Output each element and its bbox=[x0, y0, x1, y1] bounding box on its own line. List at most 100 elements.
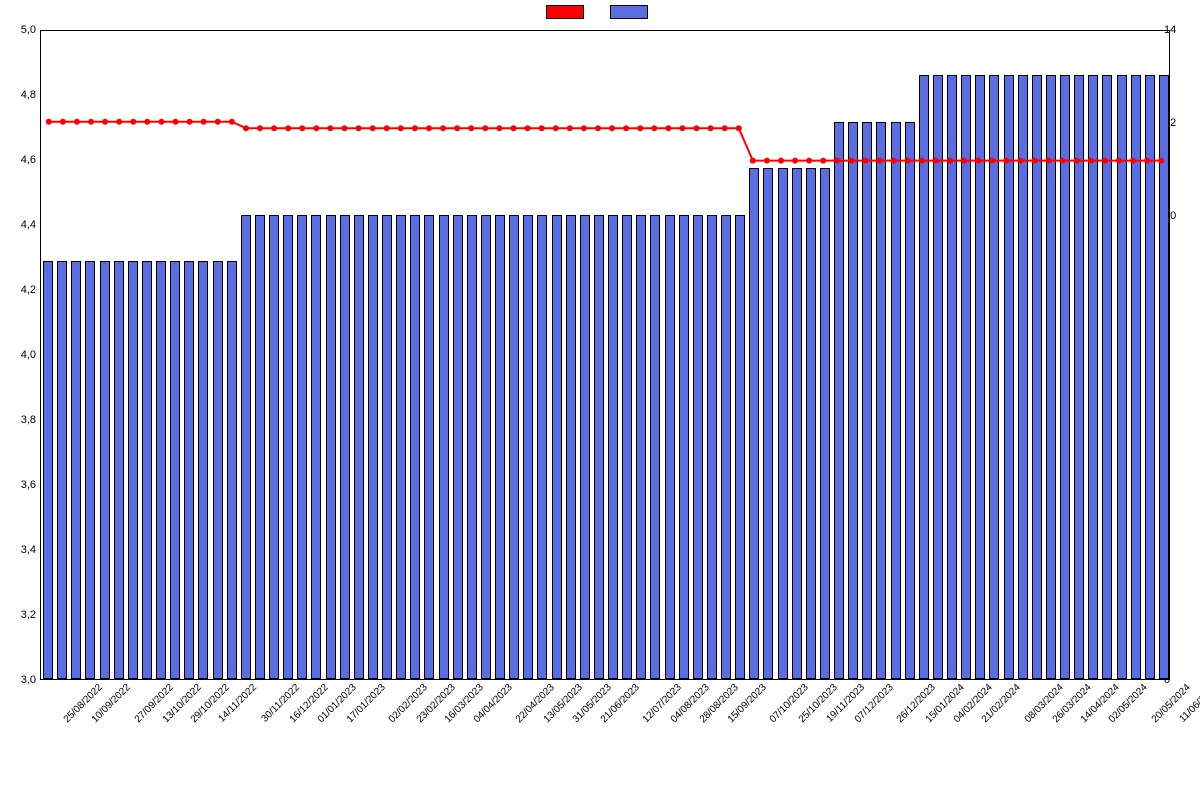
line-marker bbox=[229, 119, 235, 125]
line-marker bbox=[750, 158, 756, 164]
line-marker bbox=[722, 125, 728, 131]
line-marker bbox=[1060, 158, 1066, 164]
line-marker bbox=[708, 125, 714, 131]
line-marker bbox=[792, 158, 798, 164]
line-marker bbox=[356, 125, 362, 131]
line-marker bbox=[88, 119, 94, 125]
line-marker bbox=[975, 158, 981, 164]
line-marker bbox=[1130, 158, 1136, 164]
line-marker bbox=[694, 125, 700, 131]
y-axis-left: 3,03,23,43,63,84,04,24,44,64,85,0 bbox=[0, 30, 36, 680]
line-marker bbox=[510, 125, 516, 131]
line-marker bbox=[623, 125, 629, 131]
y-left-tick: 3,0 bbox=[0, 674, 36, 686]
line-marker bbox=[1046, 158, 1052, 164]
line-marker bbox=[947, 158, 953, 164]
y-left-tick: 5,0 bbox=[0, 24, 36, 36]
line-marker bbox=[201, 119, 207, 125]
line-marker bbox=[567, 125, 573, 131]
trend-line bbox=[49, 122, 1161, 161]
y-left-tick: 3,2 bbox=[0, 609, 36, 621]
line-marker bbox=[1074, 158, 1080, 164]
line-marker bbox=[285, 125, 291, 131]
line-marker bbox=[778, 158, 784, 164]
line-marker bbox=[173, 119, 179, 125]
line-marker bbox=[398, 125, 404, 131]
line-marker bbox=[905, 158, 911, 164]
line-marker bbox=[102, 119, 108, 125]
line-layer bbox=[41, 31, 1169, 679]
line-marker bbox=[1116, 158, 1122, 164]
line-marker bbox=[327, 125, 333, 131]
line-marker bbox=[989, 158, 995, 164]
line-marker bbox=[595, 125, 601, 131]
line-marker bbox=[74, 119, 80, 125]
line-marker bbox=[609, 125, 615, 131]
line-marker bbox=[116, 119, 122, 125]
line-marker bbox=[257, 125, 263, 131]
line-marker bbox=[679, 125, 685, 131]
y-left-tick: 4,4 bbox=[0, 219, 36, 231]
line-marker bbox=[1144, 158, 1150, 164]
line-marker bbox=[919, 158, 925, 164]
line-marker bbox=[848, 158, 854, 164]
legend-item-line bbox=[546, 5, 590, 19]
line-marker bbox=[1102, 158, 1108, 164]
legend-item-bar bbox=[610, 5, 654, 19]
line-marker bbox=[440, 125, 446, 131]
line-marker bbox=[553, 125, 559, 131]
line-marker bbox=[1088, 158, 1094, 164]
legend bbox=[0, 5, 1200, 19]
line-marker bbox=[426, 125, 432, 131]
line-marker bbox=[313, 125, 319, 131]
line-marker bbox=[1031, 158, 1037, 164]
y-left-tick: 4,6 bbox=[0, 154, 36, 166]
line-marker bbox=[158, 119, 164, 125]
line-marker bbox=[651, 125, 657, 131]
line-marker bbox=[46, 119, 52, 125]
line-marker bbox=[961, 158, 967, 164]
line-marker bbox=[468, 125, 474, 131]
line-marker bbox=[1017, 158, 1023, 164]
line-marker bbox=[806, 158, 812, 164]
line-marker bbox=[412, 125, 418, 131]
plot-area bbox=[40, 30, 1170, 680]
y-left-tick: 3,8 bbox=[0, 414, 36, 426]
line-marker bbox=[370, 125, 376, 131]
line-marker bbox=[863, 158, 869, 164]
line-marker bbox=[637, 125, 643, 131]
line-marker bbox=[60, 119, 66, 125]
line-marker bbox=[820, 158, 826, 164]
y-left-tick: 3,6 bbox=[0, 479, 36, 491]
line-marker bbox=[144, 119, 150, 125]
line-marker bbox=[736, 125, 742, 131]
line-marker bbox=[764, 158, 770, 164]
line-marker bbox=[243, 125, 249, 131]
line-marker bbox=[496, 125, 502, 131]
line-marker bbox=[215, 119, 221, 125]
legend-swatch-line bbox=[546, 5, 584, 19]
line-marker bbox=[1158, 158, 1164, 164]
line-marker bbox=[834, 158, 840, 164]
line-marker bbox=[342, 125, 348, 131]
line-marker bbox=[581, 125, 587, 131]
line-marker bbox=[1003, 158, 1009, 164]
y-left-tick: 4,0 bbox=[0, 349, 36, 361]
y-left-tick: 3,4 bbox=[0, 544, 36, 556]
line-marker bbox=[933, 158, 939, 164]
line-marker bbox=[665, 125, 671, 131]
line-marker bbox=[891, 158, 897, 164]
line-marker bbox=[130, 119, 136, 125]
y-left-tick: 4,8 bbox=[0, 89, 36, 101]
line-marker bbox=[482, 125, 488, 131]
chart-root: 3,03,23,43,63,84,04,24,44,64,85,0 024681… bbox=[0, 0, 1200, 800]
line-marker bbox=[539, 125, 545, 131]
line-marker bbox=[384, 125, 390, 131]
line-marker bbox=[454, 125, 460, 131]
line-marker bbox=[271, 125, 277, 131]
line-marker bbox=[877, 158, 883, 164]
legend-swatch-bar bbox=[610, 5, 648, 19]
line-marker bbox=[187, 119, 193, 125]
line-marker bbox=[525, 125, 531, 131]
line-marker bbox=[299, 125, 305, 131]
